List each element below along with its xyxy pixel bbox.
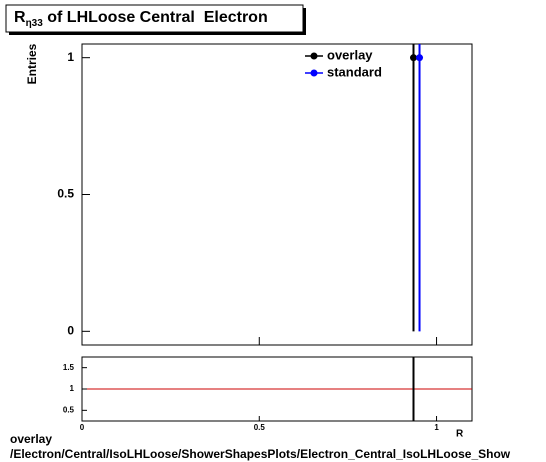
title-main: R (14, 9, 26, 26)
y-tick-label: 0.5 (57, 187, 74, 201)
title-subscript: η33 (26, 18, 44, 29)
x-axis-label: R (456, 429, 464, 440)
legend-marker (310, 52, 318, 60)
y-tick-label: 1 (70, 384, 75, 393)
y-tick-label: 1 (67, 50, 74, 64)
legend-label: overlay (327, 47, 373, 62)
legend-label: standard (327, 64, 382, 79)
x-tick-label: 0 (80, 423, 85, 432)
title-box (5, 4, 304, 33)
chart-title: Rη33 of LHLoose Central Electron (14, 9, 268, 28)
legend-marker (310, 69, 318, 77)
x-tick-label: 1 (434, 423, 439, 432)
x-tick-label: 0.5 (254, 423, 266, 432)
title-rest: of LHLoose Central Electron (43, 9, 268, 26)
footer-line: overlay (10, 432, 52, 446)
y-axis-label: Entries (25, 43, 39, 84)
y-tick-label: 1.5 (63, 363, 75, 372)
plot-area (82, 357, 472, 421)
data-point (416, 54, 424, 62)
plot-area (410, 44, 424, 332)
footer-path: /Electron/Central/IsoLHLoose/ShowerShape… (10, 447, 511, 461)
y-tick-label: 0 (67, 323, 74, 337)
y-tick-label: 0.5 (63, 405, 75, 414)
data-point (410, 54, 417, 62)
